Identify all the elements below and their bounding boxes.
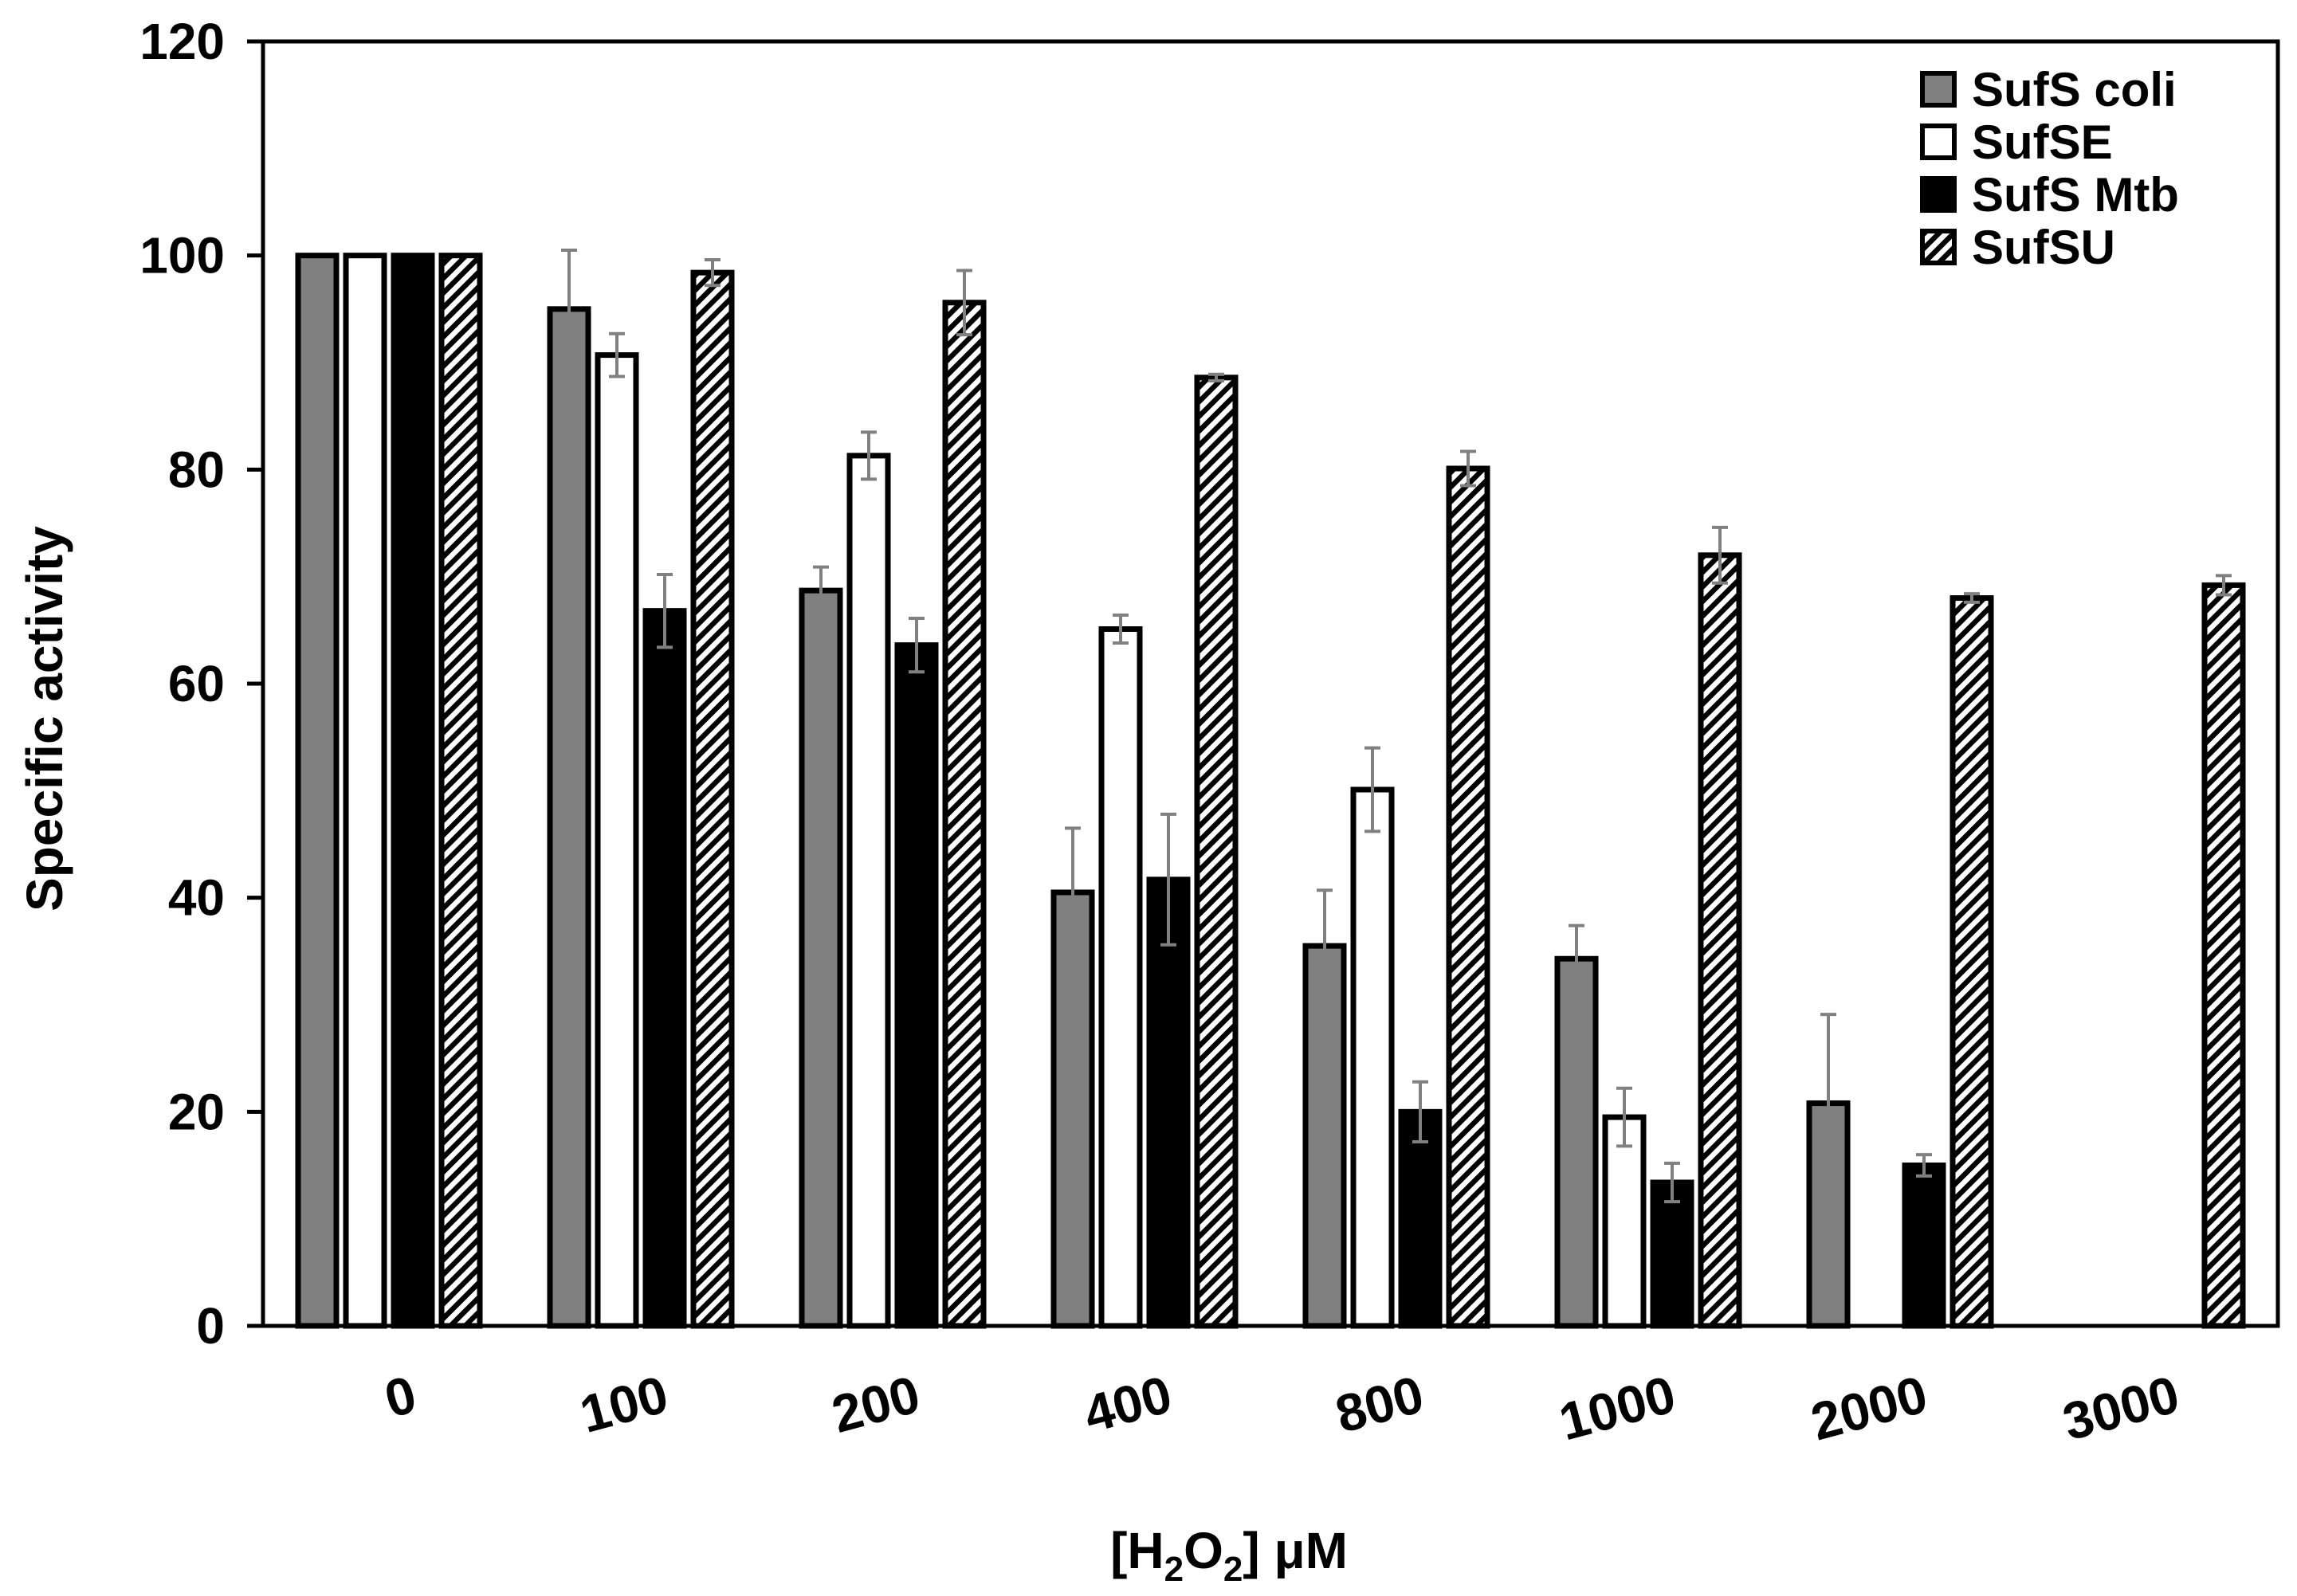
bar-sufse-0	[343, 253, 387, 1329]
bar-sufsu-0	[438, 253, 483, 1329]
error-bar-sufsu-200	[956, 269, 972, 337]
legend-label-sufs-coli: SufS coli	[1972, 63, 2177, 116]
error-bar-sufsu-400	[1208, 372, 1224, 382]
y-tick-label-40: 40	[168, 869, 225, 927]
bar-sufs-mtb-0	[391, 253, 435, 1329]
bar-sufsu-800	[1446, 465, 1490, 1329]
bar-sufs-coli-200	[799, 587, 843, 1329]
bar-sufs-coli-1000	[1554, 955, 1599, 1329]
y-axis-title: Specific activity	[16, 526, 73, 912]
legend-label-sufs-mtb: SufS Mtb	[1972, 168, 2179, 222]
legend-swatch-sufs-coli	[1920, 71, 1957, 108]
x-tick-label-3000: 3000	[2057, 1364, 2185, 1451]
bar-sufs-mtb-800	[1398, 1108, 1443, 1329]
y-tick-label-120: 120	[139, 13, 225, 70]
error-bar-sufsu-3000	[2216, 574, 2232, 597]
x-tick-label-1000: 1000	[1553, 1364, 1682, 1451]
error-bar-sufs-coli-2000	[1820, 1013, 1836, 1194]
legend-label-sufse: SufSE	[1972, 116, 2113, 169]
bar-sufse-1000	[1602, 1114, 1647, 1329]
error-bar-sufse-400	[1113, 614, 1129, 645]
x-tick-label-800: 800	[1329, 1364, 1430, 1444]
error-bars	[561, 248, 2232, 1204]
error-bar-sufse-200	[861, 430, 877, 481]
x-tick-label-400: 400	[1078, 1364, 1178, 1444]
error-bar-sufs-mtb-100	[657, 572, 673, 649]
y-tick-label-20: 20	[168, 1083, 225, 1140]
error-bar-sufse-1000	[1616, 1086, 1632, 1148]
x-tick-label-200: 200	[826, 1364, 926, 1444]
bar-sufse-800	[1350, 786, 1395, 1329]
bar-sufs-mtb-100	[642, 608, 687, 1329]
x-tick-labels: 0 100 200 400 800 1000 2000 3000	[379, 1364, 2185, 1451]
legend-item-sufs-coli: SufS coli	[1920, 63, 2177, 116]
bar-sufs-mtb-200	[894, 642, 939, 1329]
legend-item-sufsu: SufSU	[1920, 221, 2115, 274]
bar-sufs-coli-0	[295, 253, 340, 1329]
bar-sufsu-3000	[2201, 582, 2246, 1329]
error-bar-sufse-800	[1364, 746, 1380, 833]
legend-swatch-sufs-mtb	[1920, 176, 1957, 213]
bar-sufse-400	[1098, 625, 1143, 1329]
x-axis-title: [H2O2] μM	[1110, 1522, 1348, 1589]
bar-sufs-mtb-1000	[1650, 1179, 1694, 1329]
x-tick-label-100: 100	[574, 1364, 674, 1444]
error-bar-sufsu-800	[1460, 449, 1476, 488]
error-bar-sufs-mtb-1000	[1664, 1161, 1680, 1204]
bars	[295, 253, 2246, 1329]
bar-sufsu-2000	[1950, 595, 1994, 1329]
bar-sufse-100	[595, 352, 639, 1329]
error-bar-sufse-100	[609, 331, 625, 378]
bar-sufs-mtb-2000	[1902, 1163, 1946, 1329]
bar-sufs-coli-100	[547, 306, 591, 1329]
bar-sufs-mtb-400	[1146, 876, 1191, 1329]
y-tick-label-60: 60	[168, 655, 225, 712]
bar-sufse-200	[846, 453, 891, 1329]
error-bar-sufs-mtb-800	[1412, 1080, 1428, 1143]
y-tick-label-0: 0	[196, 1297, 225, 1355]
legend-swatch-sufsu	[1920, 229, 1957, 265]
bar-sufsu-200	[942, 300, 987, 1329]
legend-item-sufs-mtb: SufS Mtb	[1920, 168, 2179, 222]
bar-sufsu-100	[690, 269, 735, 1329]
error-bar-sufsu-100	[705, 258, 721, 288]
error-bar-sufs-coli-400	[1065, 826, 1081, 959]
error-bar-sufs-coli-200	[813, 565, 829, 616]
y-tick-label-80: 80	[168, 441, 225, 498]
error-bar-sufsu-2000	[1964, 592, 1980, 604]
x-tick-label-0: 0	[379, 1364, 422, 1429]
bar-sufsu-1000	[1698, 552, 1742, 1329]
error-bar-sufs-mtb-200	[909, 617, 925, 674]
x-tick-label-2000: 2000	[1805, 1364, 1934, 1451]
legend-item-sufse: SufSE	[1920, 116, 2113, 169]
legend-swatch-sufse	[1920, 124, 1957, 160]
y-tick-label-100: 100	[139, 227, 225, 284]
error-bar-sufs-mtb-400	[1160, 812, 1176, 947]
error-bar-sufs-mtb-2000	[1916, 1153, 1932, 1178]
legend-label-sufsu: SufSU	[1972, 221, 2115, 274]
error-bar-sufsu-1000	[1712, 525, 1728, 585]
error-bar-sufs-coli-800	[1317, 888, 1333, 1003]
error-bar-sufs-coli-1000	[1569, 923, 1584, 994]
y-tick-labels: 0 20 40 60 80 100 120	[139, 13, 263, 1355]
error-bar-sufs-coli-100	[561, 248, 577, 370]
bar-sufsu-400	[1194, 374, 1239, 1329]
